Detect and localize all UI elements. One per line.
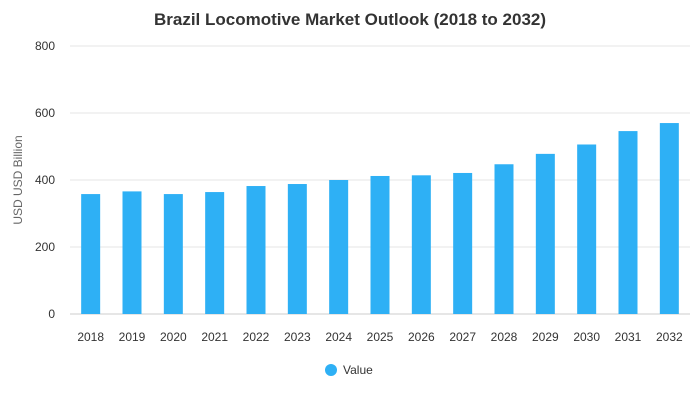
y-tick-label: 200 — [35, 240, 55, 254]
y-tick-label: 800 — [35, 39, 55, 53]
y-tick-label: 0 — [48, 307, 55, 321]
bar-2031[interactable] — [618, 131, 638, 314]
x-tick-label: 2029 — [532, 330, 559, 344]
legend[interactable]: Value — [325, 363, 373, 377]
y-axis: 0 200 400 600 800 — [35, 39, 55, 321]
bar-2020[interactable] — [163, 194, 183, 314]
x-tick-label: 2027 — [449, 330, 476, 344]
x-tick-label: 2028 — [491, 330, 518, 344]
bar-2030[interactable] — [577, 144, 597, 314]
x-tick-label: 2031 — [615, 330, 642, 344]
x-tick-label: 2025 — [367, 330, 394, 344]
legend-swatch-value — [325, 364, 337, 376]
x-tick-label: 2023 — [284, 330, 311, 344]
bar-2027[interactable] — [453, 172, 473, 314]
x-tick-label: 2026 — [408, 330, 435, 344]
x-tick-label: 2020 — [160, 330, 187, 344]
bar-2022[interactable] — [246, 186, 266, 314]
x-tick-label: 2024 — [325, 330, 352, 344]
x-tick-label: 2030 — [573, 330, 600, 344]
x-tick-label: 2021 — [201, 330, 228, 344]
y-tick-label: 600 — [35, 106, 55, 120]
bar-2028[interactable] — [494, 164, 514, 314]
x-tick-label: 2019 — [119, 330, 146, 344]
bar-2018[interactable] — [81, 194, 101, 314]
y-tick-label: 400 — [35, 173, 55, 187]
bar-2021[interactable] — [205, 192, 225, 314]
x-tick-label: 2022 — [243, 330, 270, 344]
bar-2029[interactable] — [535, 153, 555, 314]
x-tick-label: 2018 — [77, 330, 104, 344]
legend-label-value: Value — [343, 363, 373, 377]
bars — [81, 123, 679, 314]
x-tick-label: 2032 — [656, 330, 683, 344]
bar-2019[interactable] — [122, 191, 142, 314]
x-axis: 2018 2019 2020 2021 2022 2023 2024 2025 2026 2027… — [77, 330, 683, 344]
bar-2032[interactable] — [659, 123, 679, 314]
bar-2024[interactable] — [329, 180, 349, 314]
bar-2025[interactable] — [370, 175, 390, 314]
chart-title: Brazil Locomotive Market Outlook (2018 t… — [154, 10, 546, 29]
bar-2023[interactable] — [287, 184, 307, 314]
bar-2026[interactable] — [411, 175, 431, 314]
y-axis-title: USD USD Billion — [11, 135, 25, 224]
